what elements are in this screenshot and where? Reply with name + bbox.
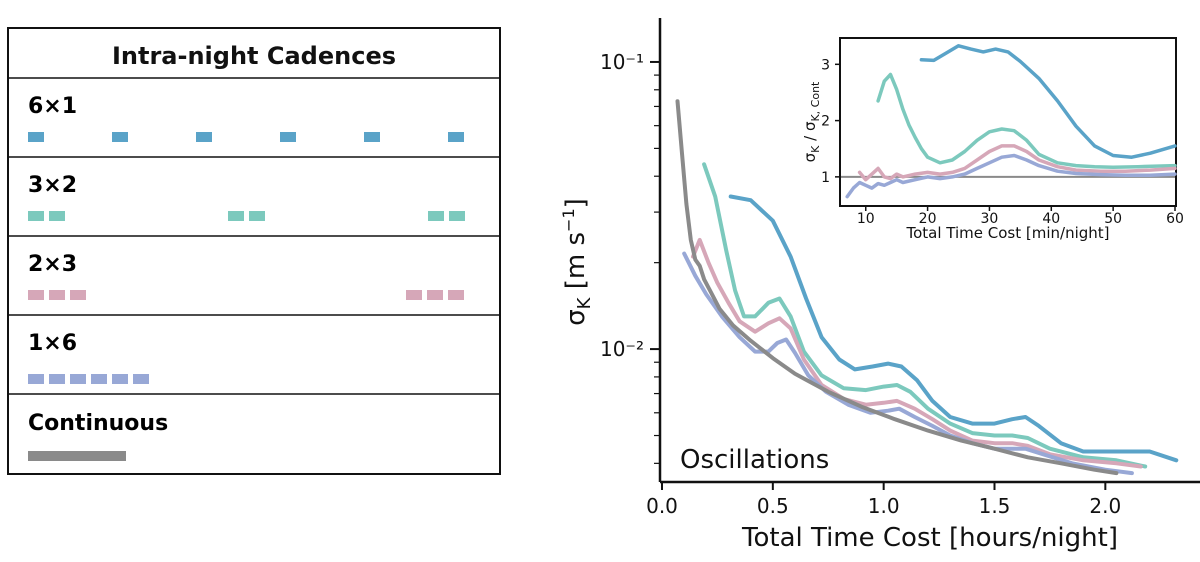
- inset-chart: 10 20 30 40 50 60 1 2 3 Total Time Cost [min/nig…: [801, 37, 1184, 242]
- legend-swatch-segment: [28, 374, 44, 384]
- main-ticks: 0.0 0.5 1.0 1.5 2.0 10⁻² 10⁻¹: [600, 50, 1121, 518]
- x-tick-label: 0.5: [757, 494, 789, 518]
- legend-swatch-segment: [449, 211, 465, 221]
- legend-swatch-segment: [70, 374, 86, 384]
- x-tick-label: 1.0: [868, 494, 900, 518]
- legend-label-continuous: Continuous: [28, 411, 168, 436]
- legend-label-6x1: 6×1: [28, 94, 77, 119]
- legend-swatch-segment: [448, 132, 464, 142]
- inset-y-axis-label: σK / σK, Cont: [801, 81, 822, 162]
- y-axis-label: σK [m s−1]: [559, 198, 595, 326]
- legend-swatch-segment: [49, 211, 65, 221]
- legend-label-2x3: 2×3: [28, 252, 77, 277]
- legend-swatch-segment: [228, 211, 244, 221]
- legend-swatch-segment: [70, 290, 86, 300]
- legend-swatch-segment: [28, 290, 44, 300]
- legend-swatch-segment: [428, 211, 444, 221]
- inset-ticks: 10 20 30 40 50 60 1 2 3: [821, 57, 1184, 227]
- legend-label-3x2: 3×2: [28, 173, 77, 198]
- legend-swatch-segment: [406, 290, 422, 300]
- legend-swatch-continuous: [28, 451, 126, 461]
- inset-series-line-6×1: [919, 44, 1177, 159]
- inset-series-line-3×2: [876, 72, 1177, 170]
- legend-swatch-segment: [49, 290, 65, 300]
- legend-swatches: [28, 132, 465, 461]
- series-line-1×6: [682, 251, 1134, 476]
- legend-label-1x6: 1×6: [28, 331, 77, 356]
- inset-x-tick-label: 60: [1166, 211, 1184, 227]
- inset-series-line-1×6: [845, 153, 1177, 199]
- legend-swatch-segment: [249, 211, 265, 221]
- x-axis-label: Total Time Cost [hours/night]: [741, 523, 1118, 553]
- series-line-6×1: [728, 194, 1179, 463]
- x-tick-label: 2.0: [1089, 494, 1121, 518]
- inset-y-tick-label: 3: [821, 57, 830, 73]
- legend-swatch-segment: [28, 211, 44, 221]
- series-line-3×2: [702, 162, 1148, 469]
- inset-frame: [839, 37, 1177, 207]
- legend-swatch-segment: [364, 132, 380, 142]
- legend-swatch-segment: [91, 374, 107, 384]
- legend-swatch-segment: [196, 132, 212, 142]
- legend-swatch-segment: [112, 132, 128, 142]
- legend-swatch-segment: [133, 374, 149, 384]
- inset-series-line-2×3: [857, 144, 1177, 182]
- legend-swatch-segment: [448, 290, 464, 300]
- series-line-2×3: [691, 237, 1143, 469]
- inset-y-tick-label: 2: [821, 114, 830, 130]
- legend-swatch-segment: [280, 132, 296, 142]
- y-tick-label: 10⁻¹: [600, 50, 644, 74]
- legend-swatch-segment: [427, 290, 443, 300]
- inset-series: [841, 44, 1177, 199]
- inset-x-tick-label: 30: [981, 211, 999, 227]
- x-tick-label: 0.0: [646, 494, 678, 518]
- inset-x-axis-label: Total Time Cost [min/night]: [905, 224, 1109, 242]
- main-series: [675, 99, 1179, 476]
- x-tick-label: 1.5: [979, 494, 1011, 518]
- legend-title: Intra-night Cadences: [112, 42, 396, 70]
- legend-swatch-segment: [49, 374, 65, 384]
- inset-x-tick-label: 50: [1104, 211, 1122, 227]
- main-chart: 0.0 0.5 1.0 1.5 2.0 10⁻² 10⁻¹ Total Time Cost …: [559, 18, 1200, 553]
- inset-x-tick-label: 20: [919, 211, 937, 227]
- inset-y-tick-label: 1: [821, 170, 830, 186]
- y-tick-label: 10⁻²: [600, 337, 644, 361]
- cadence-legend: Intra-night Cadences 6×1 3×2 2×3 1×6 Con…: [7, 27, 501, 475]
- inset-x-tick-label: 40: [1042, 211, 1060, 227]
- legend-frame: [7, 27, 501, 475]
- oscillations-annotation: Oscillations: [680, 445, 829, 475]
- legend-swatch-segment: [112, 374, 128, 384]
- inset-x-tick-label: 10: [857, 211, 875, 227]
- series-line-Continuous: [675, 99, 1119, 476]
- legend-swatch-segment: [28, 132, 44, 142]
